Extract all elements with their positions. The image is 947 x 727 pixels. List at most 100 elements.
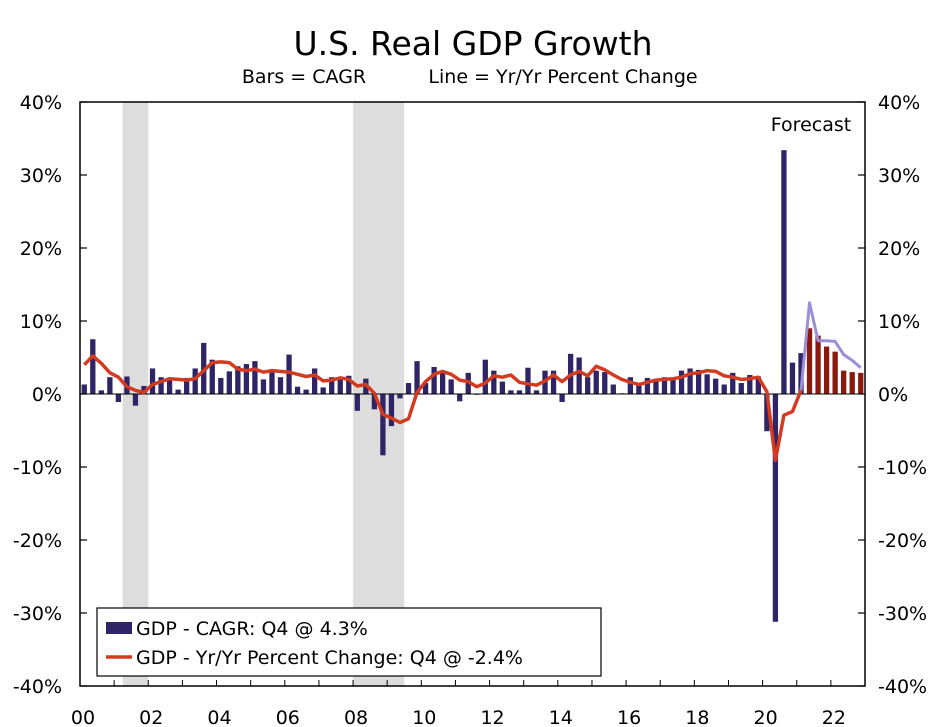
cagr-bar bbox=[678, 370, 685, 394]
cagr-bar bbox=[738, 383, 744, 394]
x-tick-label: 22 bbox=[822, 707, 846, 727]
cagr-bar bbox=[516, 390, 523, 394]
y-tick-label: -30% bbox=[13, 603, 62, 625]
x-tick-label: 08 bbox=[344, 707, 368, 727]
cagr-bars bbox=[81, 150, 864, 622]
cagr-bar bbox=[115, 394, 122, 403]
yoy-line-history bbox=[83, 354, 803, 463]
cagr-bar bbox=[747, 375, 753, 394]
cagr-bar bbox=[670, 377, 676, 394]
y-tick-label: 20% bbox=[878, 238, 920, 260]
legend: GDP - CAGR: Q4 @ 4.3% GDP - Yr/Yr Percen… bbox=[96, 607, 602, 677]
x-tick-label: 12 bbox=[480, 707, 504, 727]
x-tick-label: 16 bbox=[617, 707, 641, 727]
cagr-bar bbox=[107, 377, 113, 394]
cagr-bar bbox=[798, 353, 804, 394]
cagr-bar bbox=[235, 366, 241, 394]
y-tick-label: -40% bbox=[13, 676, 62, 698]
cagr-bar bbox=[448, 379, 454, 394]
y-tick-label: -10% bbox=[13, 457, 62, 479]
cagr-bar bbox=[713, 378, 719, 394]
cagr-bar bbox=[695, 369, 702, 394]
y-axis-right: -40% -30% -20% -10% 0% 10% 20% 30% 40% bbox=[858, 92, 927, 698]
x-tick-label: 10 bbox=[412, 707, 436, 727]
cagr-bar bbox=[491, 370, 497, 394]
cagr-bar bbox=[149, 368, 156, 394]
cagr-bar bbox=[414, 361, 420, 394]
cagr-bar bbox=[243, 364, 250, 394]
cagr-bar bbox=[525, 367, 531, 394]
cagr-bar bbox=[755, 376, 761, 394]
cagr-bar bbox=[312, 368, 318, 394]
cagr-bar bbox=[593, 370, 599, 394]
cagr-bar bbox=[439, 372, 446, 394]
y-tick-label: 10% bbox=[20, 311, 62, 333]
cagr-bar bbox=[653, 379, 659, 394]
legend-label-line: GDP - Yr/Yr Percent Change: Q4 @ -2.4% bbox=[136, 647, 523, 669]
y-tick-label: -20% bbox=[878, 530, 927, 552]
cagr-bar bbox=[294, 386, 301, 394]
y-tick-label: -30% bbox=[878, 603, 927, 625]
y-tick-label: 40% bbox=[20, 92, 62, 114]
chart-subtitle-line: Line = Yr/Yr Percent Change bbox=[428, 66, 697, 88]
cagr-bar bbox=[320, 387, 326, 394]
cagr-bar bbox=[218, 377, 224, 394]
y-tick-label: 20% bbox=[20, 238, 62, 260]
cagr-bar bbox=[576, 357, 582, 394]
legend-box bbox=[96, 607, 602, 677]
cagr-bar bbox=[277, 377, 284, 394]
x-axis: 00 02 04 06 08 10 12 14 16 18 20 22 bbox=[71, 680, 866, 727]
y-tick-label: 0% bbox=[878, 384, 908, 406]
yoy-line-forecast bbox=[799, 301, 862, 391]
x-tick-label: 04 bbox=[207, 707, 231, 727]
yoy-line bbox=[83, 301, 862, 463]
cagr-bar bbox=[508, 390, 514, 394]
y-tick-label: -10% bbox=[878, 457, 927, 479]
cagr-bar bbox=[132, 394, 139, 406]
cagr-bar bbox=[380, 394, 386, 456]
cagr-bar bbox=[337, 377, 343, 394]
cagr-bar bbox=[610, 384, 616, 394]
cagr-bar bbox=[550, 370, 557, 394]
cagr-bar bbox=[602, 372, 608, 394]
cagr-bar bbox=[158, 377, 164, 394]
cagr-bar bbox=[397, 394, 403, 399]
x-tick-label: 18 bbox=[685, 707, 709, 727]
cagr-bar bbox=[184, 377, 190, 394]
y-axis-left: -40% -30% -20% -10% 0% 10% 20% 30% 40% bbox=[13, 92, 87, 698]
cagr-bar bbox=[81, 384, 87, 394]
cagr-bar bbox=[98, 390, 104, 394]
cagr-bar bbox=[559, 394, 565, 403]
cagr-bar bbox=[226, 371, 232, 394]
cagr-bar bbox=[789, 362, 796, 394]
cagr-bar bbox=[636, 384, 642, 394]
cagr-bar bbox=[269, 369, 275, 394]
cagr-bar bbox=[354, 394, 360, 411]
cagr-bar bbox=[457, 394, 463, 402]
cagr-bar bbox=[721, 384, 727, 394]
cagr-bar bbox=[209, 359, 215, 394]
cagr-bar bbox=[260, 379, 267, 394]
cagr-bar bbox=[499, 381, 506, 394]
cagr-bar bbox=[815, 335, 821, 394]
cagr-bar bbox=[849, 372, 855, 394]
cagr-bar bbox=[585, 377, 591, 394]
x-tick-label: 00 bbox=[71, 707, 95, 727]
cagr-bar bbox=[482, 359, 488, 394]
cagr-bar bbox=[192, 368, 198, 394]
cagr-bar bbox=[90, 339, 96, 394]
cagr-bar bbox=[627, 377, 633, 394]
y-tick-label: 0% bbox=[32, 384, 62, 406]
cagr-bar bbox=[303, 389, 309, 394]
cagr-bar bbox=[704, 374, 710, 394]
y-tick-label: 10% bbox=[878, 311, 920, 333]
y-tick-label: 30% bbox=[20, 165, 62, 187]
cagr-bar bbox=[329, 377, 335, 394]
cagr-bar bbox=[175, 389, 181, 394]
y-tick-label: 30% bbox=[878, 165, 920, 187]
cagr-bar bbox=[388, 394, 395, 427]
cagr-bar bbox=[687, 368, 693, 394]
forecast-annotation: Forecast bbox=[771, 114, 851, 136]
